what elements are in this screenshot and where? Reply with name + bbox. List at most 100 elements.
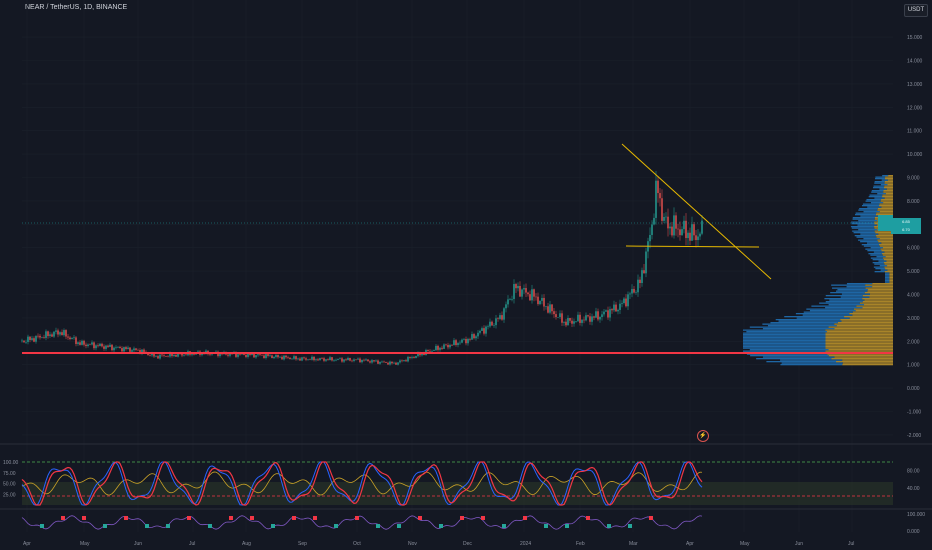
candle-body	[517, 285, 519, 289]
chart-title: NEAR / TetherUS, 1D, BINANCE	[25, 4, 128, 11]
candle-body	[441, 347, 443, 349]
candle-body	[433, 350, 435, 351]
candle-body	[437, 345, 439, 350]
candle-body	[161, 354, 163, 356]
candle-body	[421, 353, 423, 356]
signal-marker	[103, 524, 107, 528]
candle-body	[395, 362, 397, 365]
candle-body	[193, 354, 195, 355]
candle-body	[81, 340, 83, 345]
signal-marker	[544, 524, 548, 528]
candle-body	[149, 355, 151, 356]
candle-body	[379, 361, 381, 364]
candle-body	[73, 337, 75, 339]
candle-body	[621, 302, 623, 304]
candle-body	[411, 357, 413, 358]
candle-body	[649, 234, 651, 242]
candle-body	[163, 355, 165, 356]
candle-body	[679, 229, 681, 236]
candle-body	[521, 289, 523, 297]
candle-body	[513, 284, 515, 299]
candle-body	[35, 335, 37, 342]
candle-body	[681, 229, 683, 236]
candle-body	[701, 220, 703, 234]
price-axis[interactable]: 15.000 14.000 13.000 12.000 11.000 10.000 9.00…	[907, 35, 923, 439]
candle-body	[489, 321, 491, 327]
candle-body	[607, 310, 609, 318]
candle-body	[41, 337, 43, 338]
candle-body	[113, 347, 115, 351]
candle-body	[597, 311, 599, 320]
candle-body	[263, 355, 265, 359]
candle-body	[449, 344, 451, 348]
month-label: Apr	[686, 541, 694, 547]
candle-body	[125, 347, 127, 350]
candle-body	[453, 340, 455, 346]
descending-trendline[interactable]	[621, 143, 772, 280]
candle-body	[631, 288, 633, 294]
candles	[21, 170, 703, 366]
candle-body	[643, 270, 645, 274]
candle-body	[625, 298, 627, 307]
candle-body	[391, 361, 393, 364]
candle-body	[447, 344, 449, 348]
candle-body	[667, 216, 669, 229]
candle-body	[539, 300, 541, 305]
candle-body	[79, 342, 81, 345]
candle-body	[211, 353, 213, 355]
signal-marker	[313, 516, 317, 520]
candle-body	[287, 357, 289, 358]
signal-marker	[82, 516, 86, 520]
time-axis[interactable]: Apr May Jun Jul Aug Sep Oct Nov Dec 2024 Feb Mar Apr…	[23, 541, 854, 547]
candle-body	[571, 320, 573, 324]
price-tick-label: -2.000	[907, 433, 921, 439]
candle-body	[661, 198, 663, 221]
month-label: Jul	[848, 541, 854, 547]
mini-right-label: 0.000	[907, 529, 920, 535]
price-tick-label: 1.000	[907, 363, 920, 369]
candle-body	[389, 361, 391, 365]
candle-body	[473, 334, 475, 339]
candle-body	[573, 321, 575, 324]
candle-body	[129, 347, 131, 352]
alert-icon[interactable]: ⚡	[697, 430, 709, 442]
currency-button[interactable]: USDT	[904, 4, 928, 17]
candle-body	[481, 328, 483, 331]
candle-body	[317, 359, 319, 361]
osc-right-label: 80.00	[907, 469, 920, 475]
candle-body	[487, 326, 489, 328]
candle-body	[591, 316, 593, 322]
month-label: Jul	[189, 541, 195, 547]
candle-body	[235, 352, 237, 357]
candle-body	[375, 360, 377, 362]
candle-body	[281, 356, 283, 360]
candle-body	[289, 357, 291, 360]
candle-body	[339, 358, 341, 359]
candle-body	[537, 296, 539, 305]
horizontal-trendline[interactable]	[625, 245, 760, 248]
candle-body	[133, 348, 135, 351]
month-label: Jun	[134, 541, 142, 547]
candle-body	[135, 348, 137, 350]
candle-body	[85, 344, 87, 347]
candle-body	[319, 358, 321, 361]
candle-body	[397, 362, 399, 365]
current-price-tag: 6.85 6.70	[891, 218, 921, 234]
candle-body	[91, 342, 93, 345]
osc-left-label: 50.00	[3, 482, 16, 488]
candle-body	[635, 292, 637, 293]
candle-body	[691, 224, 693, 241]
candle-body	[509, 299, 511, 300]
candle-body	[57, 330, 59, 335]
candle-body	[523, 288, 525, 290]
candle-body	[361, 359, 363, 363]
price-tick-label: 6.000	[907, 246, 920, 252]
candle-body	[653, 217, 655, 225]
candle-body	[443, 344, 445, 349]
month-label: Apr	[23, 541, 31, 547]
candle-body	[651, 224, 653, 235]
candle-body	[107, 345, 109, 347]
candle-body	[357, 358, 359, 360]
price-tick-label: 15.000	[907, 35, 923, 41]
